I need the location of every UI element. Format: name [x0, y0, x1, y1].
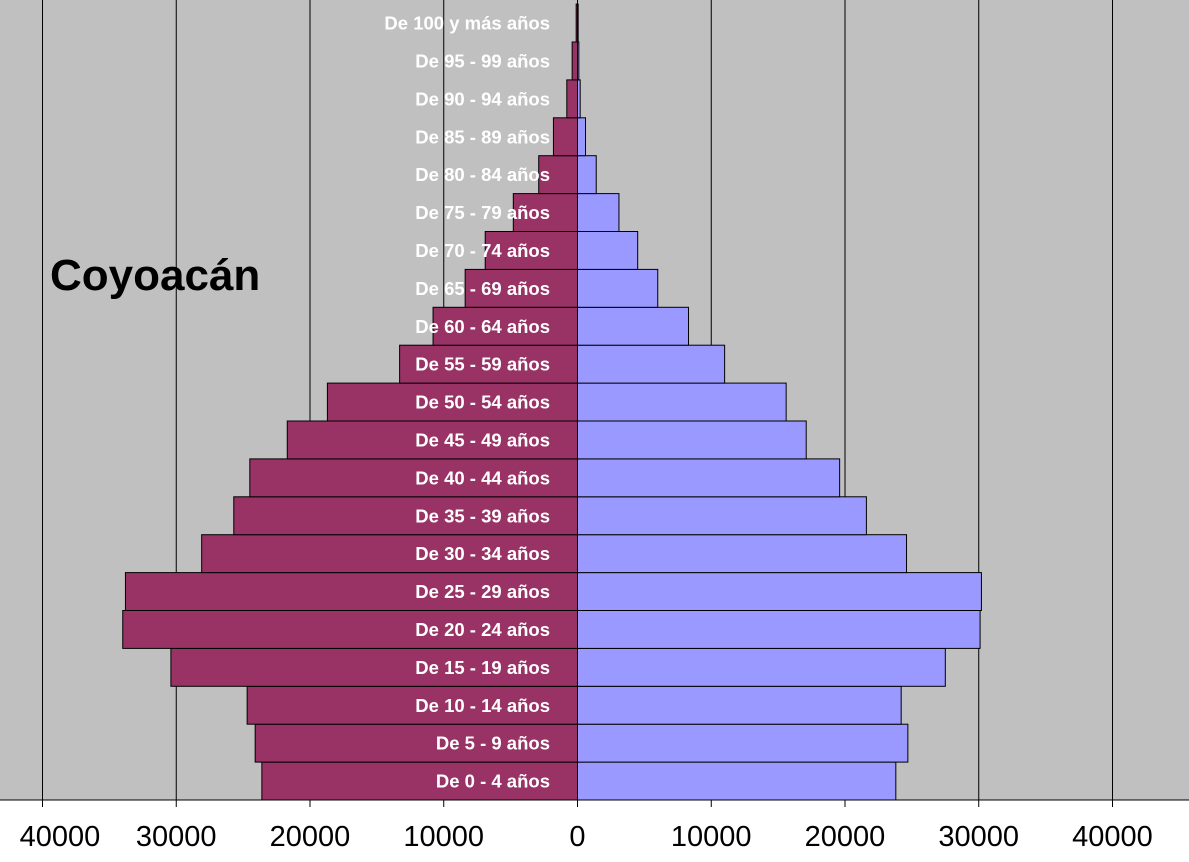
- bar-right: [577, 458, 841, 498]
- tick-label: 10000: [671, 821, 752, 853]
- bar-left: [566, 79, 578, 119]
- category-label: De 65 - 69 años: [415, 278, 550, 299]
- tick-label: 30000: [136, 821, 217, 853]
- bar-right: [577, 420, 807, 460]
- bar-left: [124, 572, 579, 611]
- bar-right: [577, 382, 787, 422]
- bar-right: [577, 761, 897, 801]
- bar-right: [577, 344, 726, 384]
- tick-label: 0: [569, 821, 585, 853]
- bar-right: [577, 496, 867, 536]
- category-label: De 30 - 34 años: [415, 543, 550, 564]
- category-label: De 40 - 44 años: [415, 467, 550, 488]
- bar-right: [577, 572, 982, 611]
- bar-right: [577, 685, 902, 725]
- bar-left: [464, 268, 578, 308]
- bar-right: [577, 647, 946, 687]
- bar-left: [261, 761, 578, 801]
- bar-left: [512, 193, 578, 233]
- bar-right: [577, 41, 580, 81]
- category-label: De 45 - 49 años: [415, 429, 550, 450]
- bar-right: [577, 3, 579, 43]
- category-label: De 75 - 79 años: [415, 202, 550, 223]
- chart-title: Coyoacán: [50, 251, 260, 300]
- series-left-bars: [122, 3, 579, 801]
- tick-label: 40000: [20, 821, 101, 853]
- x-axis-ticks: 40000 30000 20000 10000 0 10000 20000 30000 4000…: [20, 800, 1153, 853]
- bar-right: [577, 193, 620, 233]
- category-label: De 0 - 4 años: [436, 771, 550, 792]
- tick-label: 10000: [403, 821, 484, 853]
- bar-right: [577, 155, 597, 195]
- bar-left: [432, 306, 578, 346]
- bar-left: [286, 420, 578, 460]
- bar-right: [577, 117, 587, 157]
- tick-label: 20000: [805, 821, 886, 853]
- bar-right: [577, 306, 690, 346]
- tick-label: 30000: [938, 821, 1019, 853]
- category-label: De 15 - 19 años: [415, 657, 550, 678]
- category-label: De 80 - 84 años: [415, 164, 550, 185]
- bar-right: [577, 723, 909, 763]
- bar-left: [326, 382, 579, 422]
- bar-right: [577, 231, 639, 270]
- bar-left: [538, 155, 579, 195]
- category-label: De 70 - 74 años: [415, 240, 550, 261]
- category-label: De 90 - 94 años: [415, 88, 550, 109]
- bar-left: [122, 610, 578, 649]
- category-label: De 25 - 29 años: [415, 581, 550, 602]
- bar-right: [577, 79, 581, 119]
- bar-left: [552, 117, 578, 157]
- bar-right: [577, 610, 981, 649]
- bar-right: [577, 268, 659, 308]
- category-label: De 50 - 54 años: [415, 392, 550, 413]
- bar-left: [201, 534, 578, 574]
- tick-label: 40000: [1072, 821, 1153, 853]
- category-label: De 5 - 9 años: [436, 733, 550, 754]
- tick-label: 20000: [270, 821, 351, 853]
- category-label: De 55 - 59 años: [415, 354, 550, 375]
- bar-right: [577, 534, 908, 574]
- bar-left: [399, 344, 578, 384]
- bar-left: [484, 231, 578, 270]
- bar-left: [571, 41, 579, 81]
- series-right-bars: [577, 3, 982, 801]
- category-label: De 35 - 39 años: [415, 505, 550, 526]
- category-labels: De 0 - 4 años De 5 - 9 años De 10 - 14 año…: [384, 13, 550, 792]
- category-label: De 10 - 14 años: [415, 695, 550, 716]
- category-label: De 60 - 64 años: [415, 316, 550, 337]
- category-label: De 20 - 24 años: [415, 619, 550, 640]
- category-label: De 95 - 99 años: [415, 50, 550, 71]
- category-label: De 85 - 89 años: [415, 126, 550, 147]
- category-label: De 100 y más años: [384, 13, 550, 34]
